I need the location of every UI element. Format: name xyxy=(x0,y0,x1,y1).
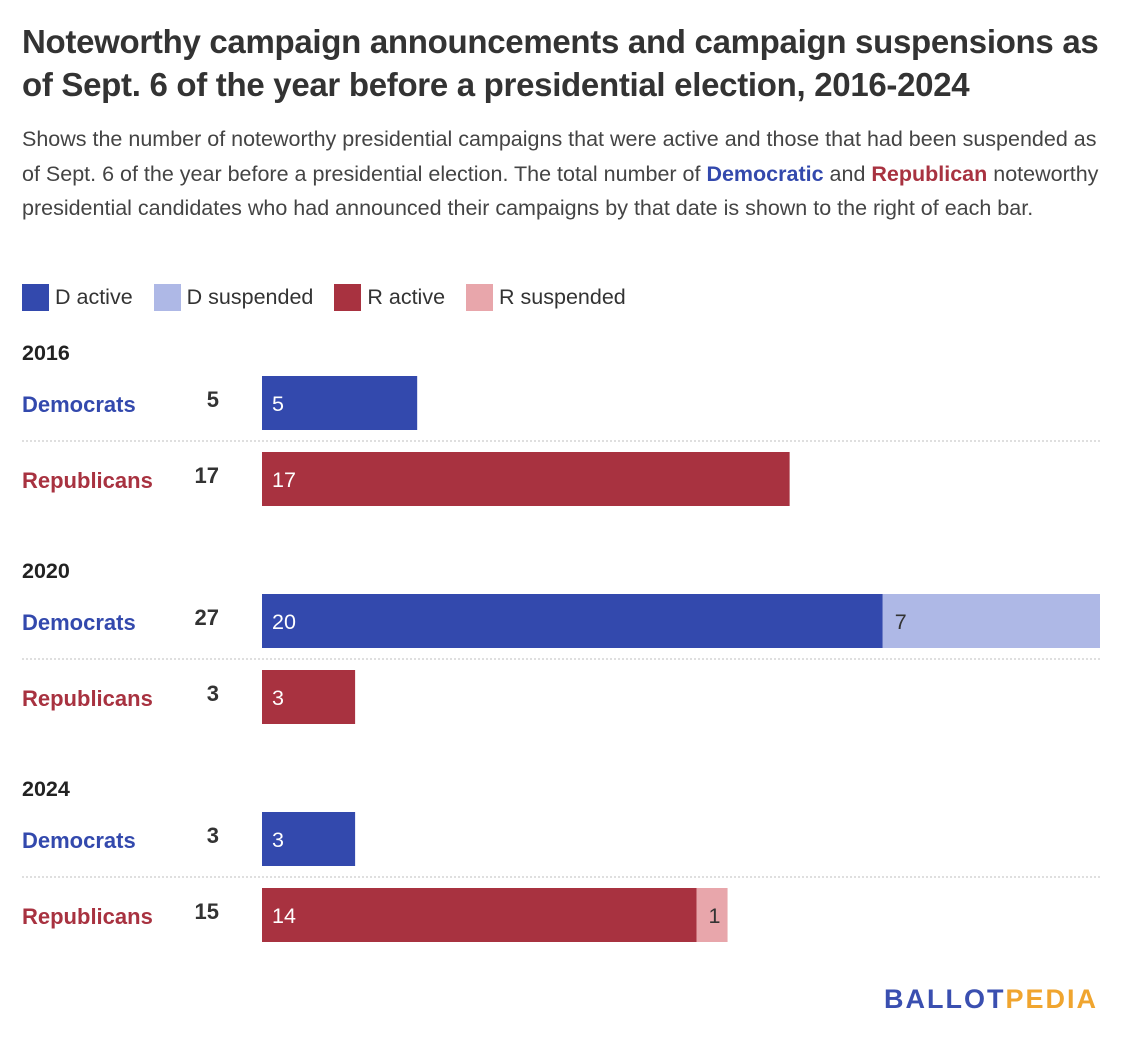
chart-title: Noteworthy campaign announcements and ca… xyxy=(22,23,1099,103)
bar-label-active-2016-rep: 17 xyxy=(272,468,296,492)
bar-label-suspended-2024-rep: 1 xyxy=(709,904,721,928)
bar-label-active-2024-rep: 14 xyxy=(272,904,296,928)
year-label-2020: 2020 xyxy=(22,559,70,583)
chart-subtitle: Shows the number of noteworthy president… xyxy=(22,122,1112,226)
subtitle-text-1: Shows the number of noteworthy president… xyxy=(22,127,1097,186)
bar-label-active-2016-dem: 5 xyxy=(272,392,284,416)
legend-item-d-active: D active xyxy=(22,283,133,311)
legend-label-r-active: R active xyxy=(367,284,446,309)
subtitle-text-3: noteworthy presidential candidates who h… xyxy=(22,161,1099,221)
bar-active-2024-dem xyxy=(262,812,356,866)
bar-label-active-2020-rep: 3 xyxy=(272,686,284,710)
legend-swatch-r-active xyxy=(334,283,362,311)
bar-suspended-2020-dem xyxy=(882,594,1100,648)
year-label-2024: 2024 xyxy=(22,777,70,801)
total-label-2020-rep: 3 xyxy=(207,681,219,706)
total-label-2016-dem: 5 xyxy=(207,387,219,412)
bar-suspended-2024-rep xyxy=(696,888,728,942)
year-label-2016: 2016 xyxy=(22,341,70,365)
party-label-2024-rep: Republicans xyxy=(22,904,153,929)
legend-label-r-suspended: R suspended xyxy=(499,284,626,309)
party-label-2024-dem: Democrats xyxy=(22,828,136,853)
legend-swatch-d-suspended xyxy=(153,283,181,311)
subtitle-republican: Republican xyxy=(871,161,988,186)
legend-label-d-active: D active xyxy=(55,284,133,309)
legend-swatch-d-active xyxy=(22,283,49,311)
legend-item-r-suspended: R suspended xyxy=(466,283,626,311)
legend-item-r-active: R active xyxy=(334,283,446,311)
bar-active-2024-rep xyxy=(262,888,697,942)
bar-label-suspended-2020-dem: 7 xyxy=(895,610,907,634)
logo-ballot: BALLOT xyxy=(883,984,1006,1014)
bar-active-2016-rep xyxy=(262,452,790,506)
legend-swatch-r-suspended xyxy=(466,283,494,311)
logo-pedia: PEDIA xyxy=(1005,984,1098,1014)
bar-active-2020-dem xyxy=(262,594,883,648)
bar-label-active-2020-dem: 20 xyxy=(272,610,296,634)
subtitle-text-2: and xyxy=(823,161,872,186)
legend-label-d-suspended: D suspended xyxy=(186,284,314,309)
total-label-2016-rep: 17 xyxy=(195,463,219,488)
party-label-2016-rep: Republicans xyxy=(22,468,153,493)
bar-label-active-2024-dem: 3 xyxy=(272,828,284,852)
bar-active-2016-dem xyxy=(262,376,418,430)
total-label-2024-dem: 3 xyxy=(207,823,219,848)
party-label-2020-rep: Republicans xyxy=(22,686,153,711)
legend: D active D suspended R active R suspende… xyxy=(22,282,647,312)
bar-active-2020-rep xyxy=(262,670,356,724)
party-label-2016-dem: Democrats xyxy=(22,392,136,417)
party-label-2020-dem: Democrats xyxy=(22,610,136,635)
legend-item-d-suspended: D suspended xyxy=(153,283,314,311)
subtitle-democratic: Democratic xyxy=(706,161,824,186)
ballotpedia-logo: BALLOTPEDIA xyxy=(884,984,1098,1015)
total-label-2024-rep: 15 xyxy=(195,899,219,924)
total-label-2020-dem: 27 xyxy=(195,605,219,630)
